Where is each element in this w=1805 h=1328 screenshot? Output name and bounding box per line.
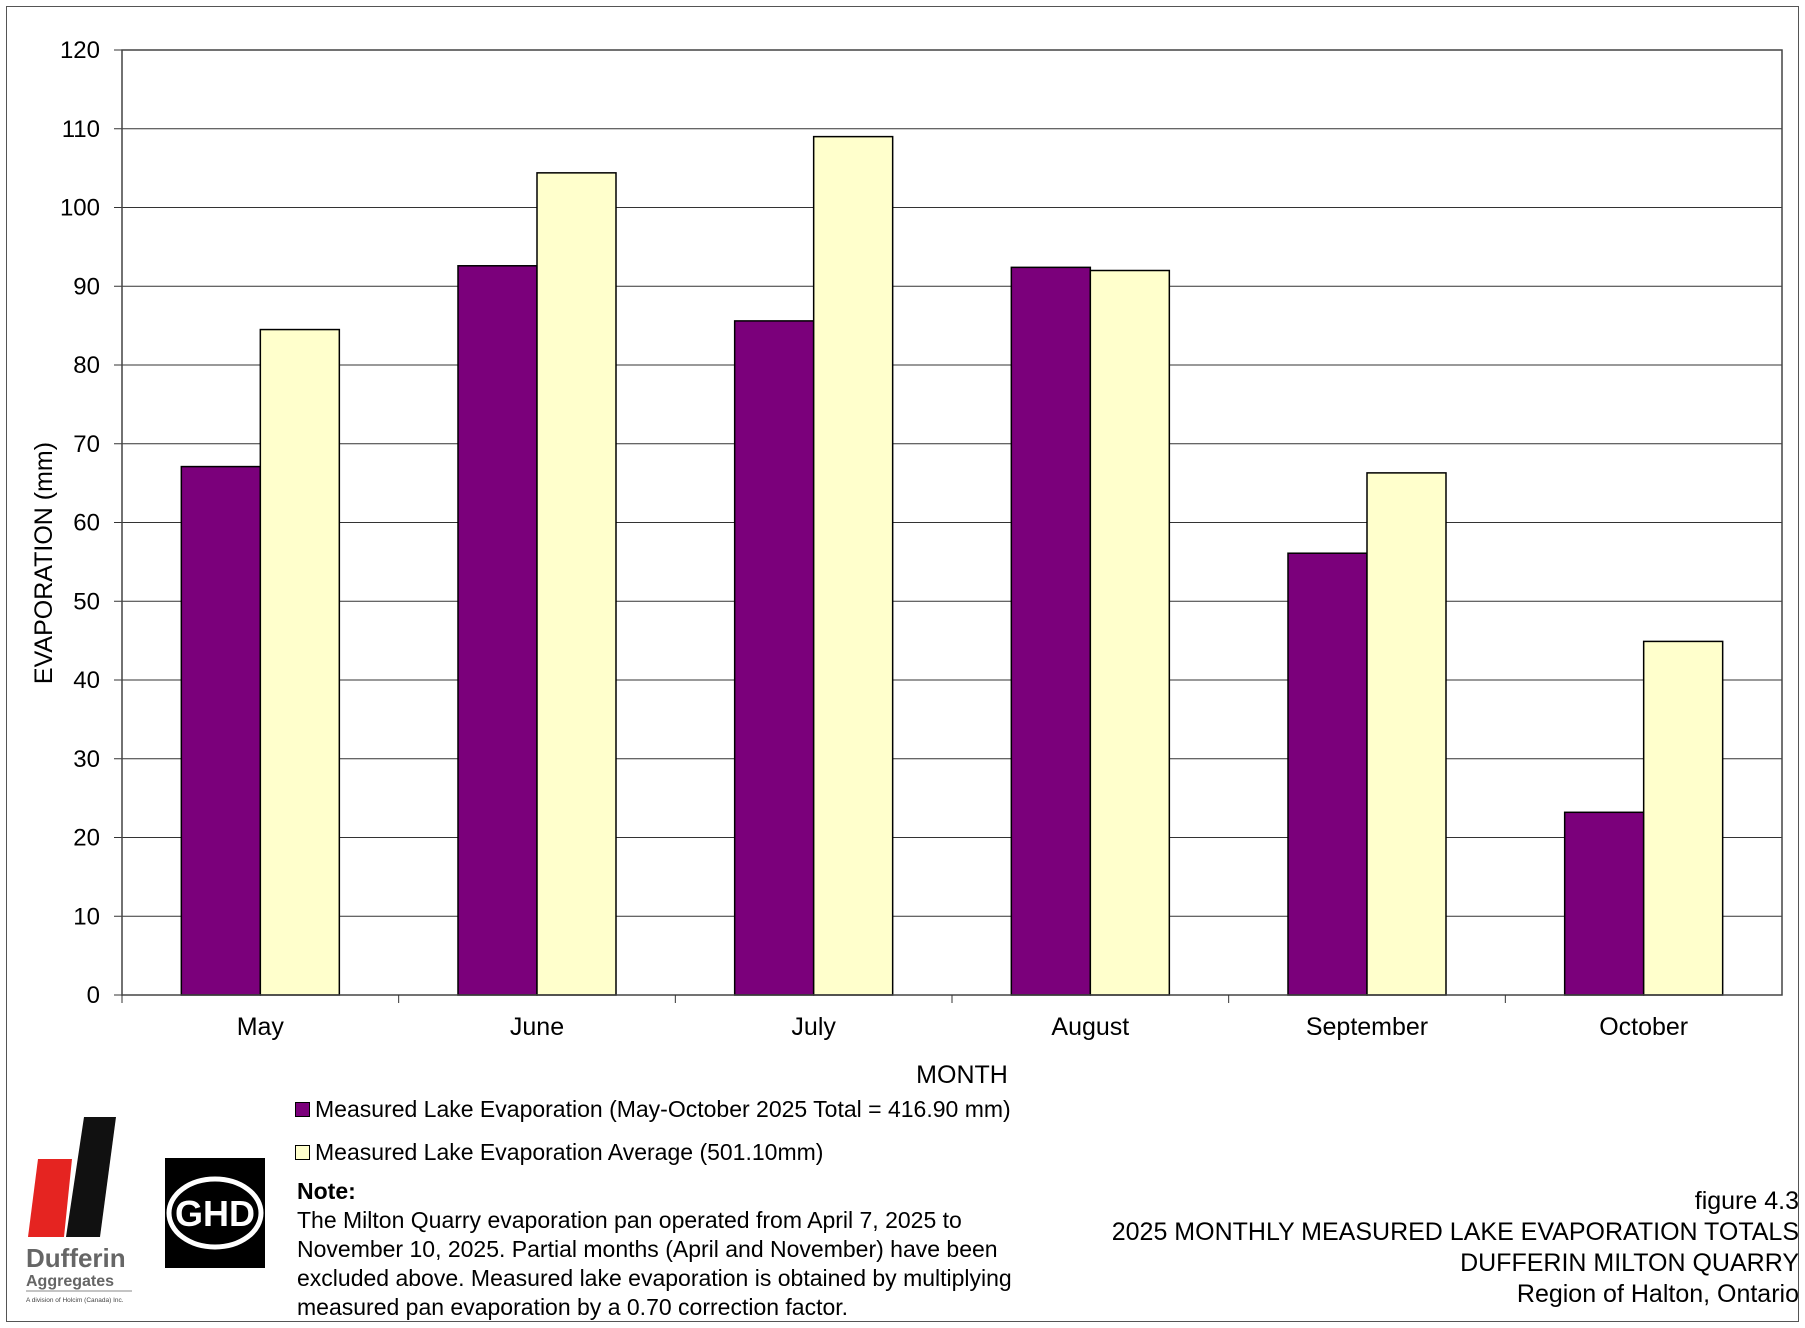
y-tick-label: 100 (60, 195, 100, 222)
region-name: Region of Halton, Ontario (1516, 1280, 1799, 1308)
y-tick-label: 0 (87, 982, 100, 1009)
legend-item-average: Measured Lake Evaporation Average (501.1… (295, 1139, 823, 1166)
bar-measured (733, 320, 815, 996)
bar-measured (1287, 552, 1368, 996)
note-block: Note: The Milton Quarry evaporation pan … (297, 1177, 1037, 1322)
x-tick-label: July (791, 1013, 836, 1041)
bar-average (1366, 472, 1447, 996)
dufferin-logo: Dufferin Aggregates A division of Holcim… (26, 1117, 132, 1304)
bar-average (1089, 269, 1171, 996)
x-tick-label: September (1306, 1013, 1428, 1041)
x-tick-label: August (1051, 1013, 1129, 1041)
y-tick-label: 70 (73, 431, 100, 458)
bar-average (812, 135, 894, 996)
dufferin-wordmark: Dufferin (26, 1243, 126, 1273)
figure-title: 2025 MONTHLY MEASURED LAKE EVAPORATION T… (1111, 1218, 1799, 1246)
note-text: The Milton Quarry evaporation pan operat… (297, 1207, 1012, 1320)
figure-frame (6, 6, 1799, 1322)
y-tick-label: 80 (73, 352, 100, 379)
dufferin-sub: Aggregates (26, 1273, 114, 1290)
legend-swatch-measured (295, 1102, 310, 1117)
bar-measured (457, 265, 538, 996)
ghd-wordmark: GHD (175, 1193, 255, 1234)
x-tick-label: June (510, 1013, 564, 1041)
x-tick-label: October (1599, 1013, 1688, 1041)
x-tick-label: May (237, 1013, 285, 1041)
x-tick-labels: May June July August September October (121, 995, 1688, 1041)
y-tick-labels: 0 10 20 30 40 50 60 70 80 90 100 110 120 (60, 37, 100, 1009)
bar-measured (1010, 266, 1092, 996)
y-tick-label: 10 (73, 903, 100, 930)
dufferin-tagline: A division of Holcim (Canada) Inc. (26, 1297, 124, 1304)
y-axis-label: EVAPORATION (mm) (30, 442, 58, 684)
y-tick-label: 20 (73, 825, 100, 852)
y-tick-label: 90 (73, 273, 100, 300)
figure-caption: figure 4.3 2025 MONTHLY MEASURED LAKE EV… (1112, 1186, 1799, 1310)
figure-number: figure 4.3 (1694, 1187, 1799, 1215)
legend-label-measured: Measured Lake Evaporation (May-October 2… (315, 1096, 1011, 1122)
legend-swatch-average (295, 1145, 310, 1160)
bar-average (536, 172, 617, 996)
bar-measured (1563, 811, 1645, 996)
bar-measured (180, 465, 262, 996)
bars (180, 135, 1724, 996)
bar-average (1642, 640, 1724, 996)
y-tick-label: 110 (62, 116, 100, 143)
legend-item-measured: Measured Lake Evaporation (May-October 2… (295, 1096, 1011, 1123)
bar-chart: 0 10 20 30 40 50 60 70 80 90 100 110 120 May June July… (30, 37, 1783, 1089)
y-tick-label: 50 (73, 588, 100, 615)
y-tick-label: 60 (73, 510, 100, 537)
gridlines (114, 49, 1782, 996)
x-axis-label: MONTH (916, 1061, 1008, 1089)
site-name: DUFFERIN MILTON QUARRY (1460, 1249, 1799, 1277)
y-tick-label: 30 (73, 746, 100, 773)
legend-label-average: Measured Lake Evaporation Average (501.1… (315, 1139, 824, 1165)
note-title: Note: (297, 1178, 356, 1204)
y-tick-label: 40 (73, 667, 100, 694)
bar-average (259, 328, 341, 996)
y-tick-label: 120 (60, 37, 100, 64)
ghd-logo: GHD (165, 1158, 265, 1268)
